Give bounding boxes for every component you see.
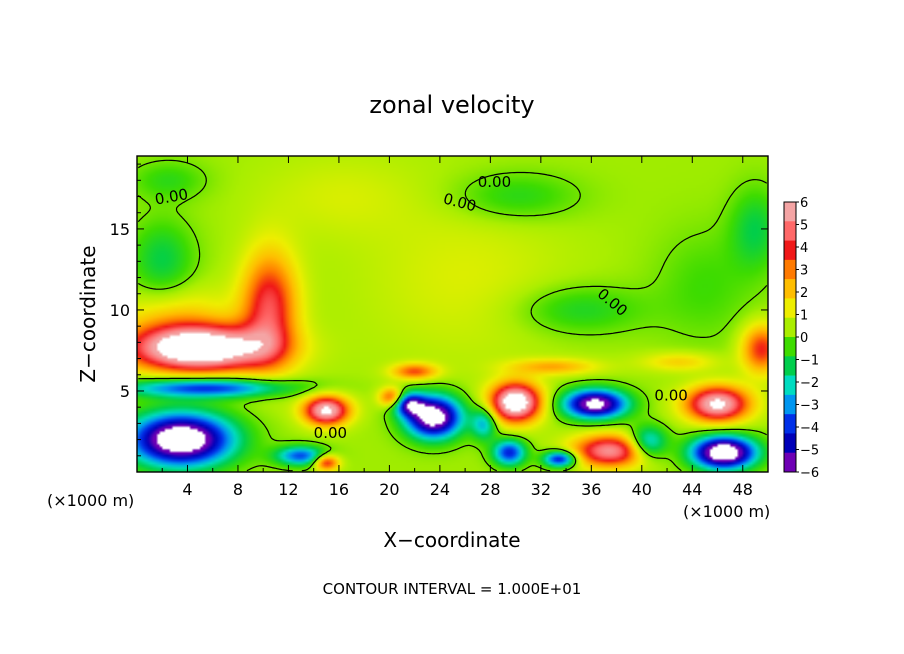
x-tick-label: 28 [480, 480, 500, 499]
contour-label: 0.00 [153, 185, 189, 209]
contour-line [137, 159, 768, 472]
y-axis-label: Z−coordinate [76, 245, 100, 382]
x-tick-label: 48 [733, 480, 753, 499]
contour-interval-note: CONTOUR INTERVAL = 1.000E+01 [323, 580, 582, 598]
y-tick-label: 15 [110, 220, 130, 239]
colorbar-swatch [784, 452, 796, 473]
colorbar-swatch [784, 317, 796, 338]
colorbar-swatch [784, 240, 796, 261]
colorbar-swatch [784, 221, 796, 241]
colorbar-swatch [784, 356, 796, 376]
colorbar-tick-label: 4 [800, 241, 808, 256]
colorbar-tick-label: 0 [800, 331, 808, 346]
x-tick-label: 40 [632, 480, 652, 499]
colorbar: 6 5 4 3 2 1 0 −1 −2 −3 −4 −5 −6 [783, 196, 819, 481]
x-tick-label: 44 [682, 480, 702, 499]
colorbar-swatch [784, 259, 796, 280]
plot-frame [136, 155, 769, 473]
colorbar-tick-label: 3 [800, 264, 808, 279]
x-tick-label: 8 [233, 480, 243, 499]
y-tick-label: 5 [120, 382, 130, 401]
x-tick-label: 12 [278, 480, 298, 499]
x-tick-label: 16 [329, 480, 349, 499]
contour-labels: 0.00 0.000.000.000.000.00 [153, 173, 687, 442]
colorbar-tick-label: 2 [800, 286, 808, 301]
colorbar-tick-label: −4 [800, 421, 819, 436]
x-axis-ticks: 4 8 12 16 20 24 28 32 36 40 44 48 [161, 156, 753, 499]
contour-label: 0.00 [654, 387, 687, 405]
x-tick-label: 24 [430, 480, 450, 499]
contour-label: 0.00 [478, 173, 511, 191]
colorbar-swatch [784, 433, 796, 454]
contour-label: 0.00 [314, 424, 347, 442]
colorbar-tick-label: 5 [800, 219, 808, 234]
colorbar-tick-label: 1 [800, 309, 808, 324]
colorbar-swatch [784, 394, 796, 415]
colorbar-tick-label: 6 [800, 196, 808, 211]
x-unit-left: (×1000 m) [47, 491, 134, 510]
colorbar-swatch [784, 375, 796, 396]
x-tick-label: 20 [379, 480, 399, 499]
velocity-field [137, 156, 768, 472]
colorbar-swatch [784, 414, 796, 434]
colorbar-tick-label: −6 [800, 466, 819, 481]
plot-area: 0.00 0.000.000.000.000.00 4 8 12 16 20 24 28 32 3… [110, 155, 769, 499]
colorbar-swatch [784, 279, 796, 299]
colorbar-swatch [784, 202, 796, 222]
x-axis-label: X−coordinate [383, 528, 520, 552]
colorbar-tick-label: −3 [800, 399, 819, 414]
x-unit-right: (×1000 m) [683, 502, 770, 521]
chart-title: zonal velocity [369, 91, 534, 119]
x-tick-label: 36 [581, 480, 601, 499]
colorbar-swatch [784, 298, 796, 319]
colorbar-tick-label: −5 [800, 444, 819, 459]
x-tick-label: 32 [531, 480, 551, 499]
colorbar-tick-label: −1 [800, 354, 819, 369]
contour-lines [137, 159, 768, 472]
y-axis-ticks: 5 10 15 [110, 163, 768, 457]
x-tick-label: 4 [182, 480, 192, 499]
y-tick-label: 10 [110, 301, 130, 320]
colorbar-tick-label: −2 [800, 376, 819, 391]
colorbar-swatch [784, 337, 796, 357]
